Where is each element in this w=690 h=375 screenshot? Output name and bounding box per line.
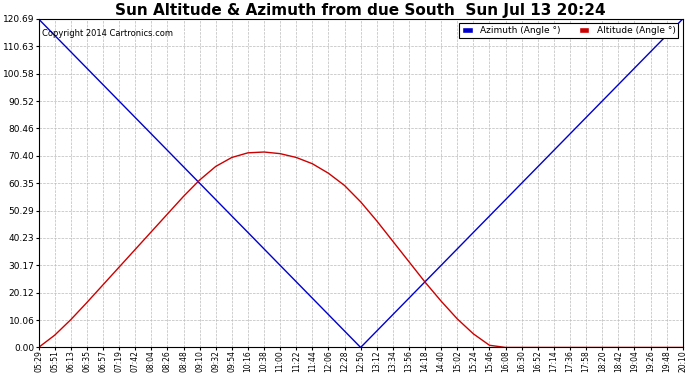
Title: Sun Altitude & Azimuth from due South  Sun Jul 13 20:24: Sun Altitude & Azimuth from due South Su… — [115, 3, 606, 18]
Text: Copyright 2014 Cartronics.com: Copyright 2014 Cartronics.com — [42, 29, 172, 38]
Legend: Azimuth (Angle °), Altitude (Angle °): Azimuth (Angle °), Altitude (Angle °) — [460, 24, 678, 38]
